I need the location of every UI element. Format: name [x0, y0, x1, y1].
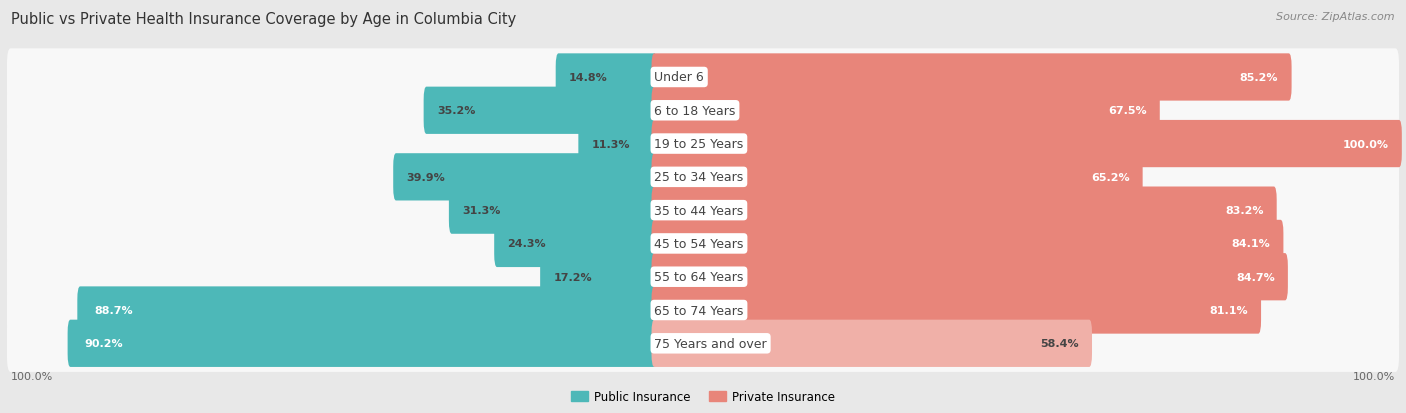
Text: 100.0%: 100.0% [1343, 139, 1389, 149]
Text: Under 6: Under 6 [654, 71, 704, 84]
FancyBboxPatch shape [651, 154, 1143, 201]
FancyBboxPatch shape [651, 121, 1402, 168]
FancyBboxPatch shape [7, 282, 1399, 339]
FancyBboxPatch shape [494, 220, 657, 268]
Text: 19 to 25 Years: 19 to 25 Years [654, 138, 744, 151]
Text: 6 to 18 Years: 6 to 18 Years [654, 104, 735, 117]
Text: 65 to 74 Years: 65 to 74 Years [654, 304, 744, 317]
Text: 31.3%: 31.3% [463, 206, 501, 216]
Text: 84.7%: 84.7% [1236, 272, 1275, 282]
Text: Public vs Private Health Insurance Coverage by Age in Columbia City: Public vs Private Health Insurance Cover… [11, 12, 516, 27]
Text: 11.3%: 11.3% [592, 139, 630, 149]
FancyBboxPatch shape [449, 187, 657, 234]
Text: 85.2%: 85.2% [1240, 73, 1278, 83]
Text: 35.2%: 35.2% [437, 106, 475, 116]
FancyBboxPatch shape [651, 187, 1277, 234]
FancyBboxPatch shape [651, 220, 1284, 268]
FancyBboxPatch shape [555, 54, 657, 101]
Text: 100.0%: 100.0% [10, 371, 52, 381]
Text: 83.2%: 83.2% [1225, 206, 1264, 216]
Text: 75 Years and over: 75 Years and over [654, 337, 766, 350]
FancyBboxPatch shape [7, 116, 1399, 173]
FancyBboxPatch shape [423, 88, 657, 135]
Text: 14.8%: 14.8% [569, 73, 607, 83]
FancyBboxPatch shape [651, 54, 1292, 101]
FancyBboxPatch shape [67, 320, 657, 367]
Text: 90.2%: 90.2% [84, 339, 122, 349]
FancyBboxPatch shape [578, 121, 657, 168]
FancyBboxPatch shape [540, 254, 657, 301]
Text: 24.3%: 24.3% [508, 239, 546, 249]
FancyBboxPatch shape [651, 254, 1288, 301]
Text: 67.5%: 67.5% [1108, 106, 1146, 116]
Text: 81.1%: 81.1% [1209, 305, 1249, 315]
FancyBboxPatch shape [651, 320, 1092, 367]
FancyBboxPatch shape [77, 287, 657, 334]
Text: 45 to 54 Years: 45 to 54 Years [654, 237, 744, 250]
FancyBboxPatch shape [7, 149, 1399, 206]
Text: 55 to 64 Years: 55 to 64 Years [654, 271, 744, 284]
FancyBboxPatch shape [7, 182, 1399, 239]
FancyBboxPatch shape [651, 287, 1261, 334]
FancyBboxPatch shape [7, 215, 1399, 273]
FancyBboxPatch shape [7, 83, 1399, 140]
Text: 88.7%: 88.7% [94, 305, 132, 315]
Text: 100.0%: 100.0% [1354, 371, 1396, 381]
FancyBboxPatch shape [651, 88, 1160, 135]
Text: 25 to 34 Years: 25 to 34 Years [654, 171, 744, 184]
FancyBboxPatch shape [7, 249, 1399, 306]
FancyBboxPatch shape [7, 49, 1399, 107]
FancyBboxPatch shape [394, 154, 657, 201]
Legend: Public Insurance, Private Insurance: Public Insurance, Private Insurance [567, 385, 839, 408]
FancyBboxPatch shape [7, 315, 1399, 372]
Text: 35 to 44 Years: 35 to 44 Years [654, 204, 744, 217]
Text: Source: ZipAtlas.com: Source: ZipAtlas.com [1277, 12, 1395, 22]
Text: 84.1%: 84.1% [1232, 239, 1270, 249]
Text: 58.4%: 58.4% [1040, 339, 1078, 349]
Text: 39.9%: 39.9% [406, 173, 446, 183]
Text: 65.2%: 65.2% [1091, 173, 1129, 183]
Text: 17.2%: 17.2% [554, 272, 592, 282]
